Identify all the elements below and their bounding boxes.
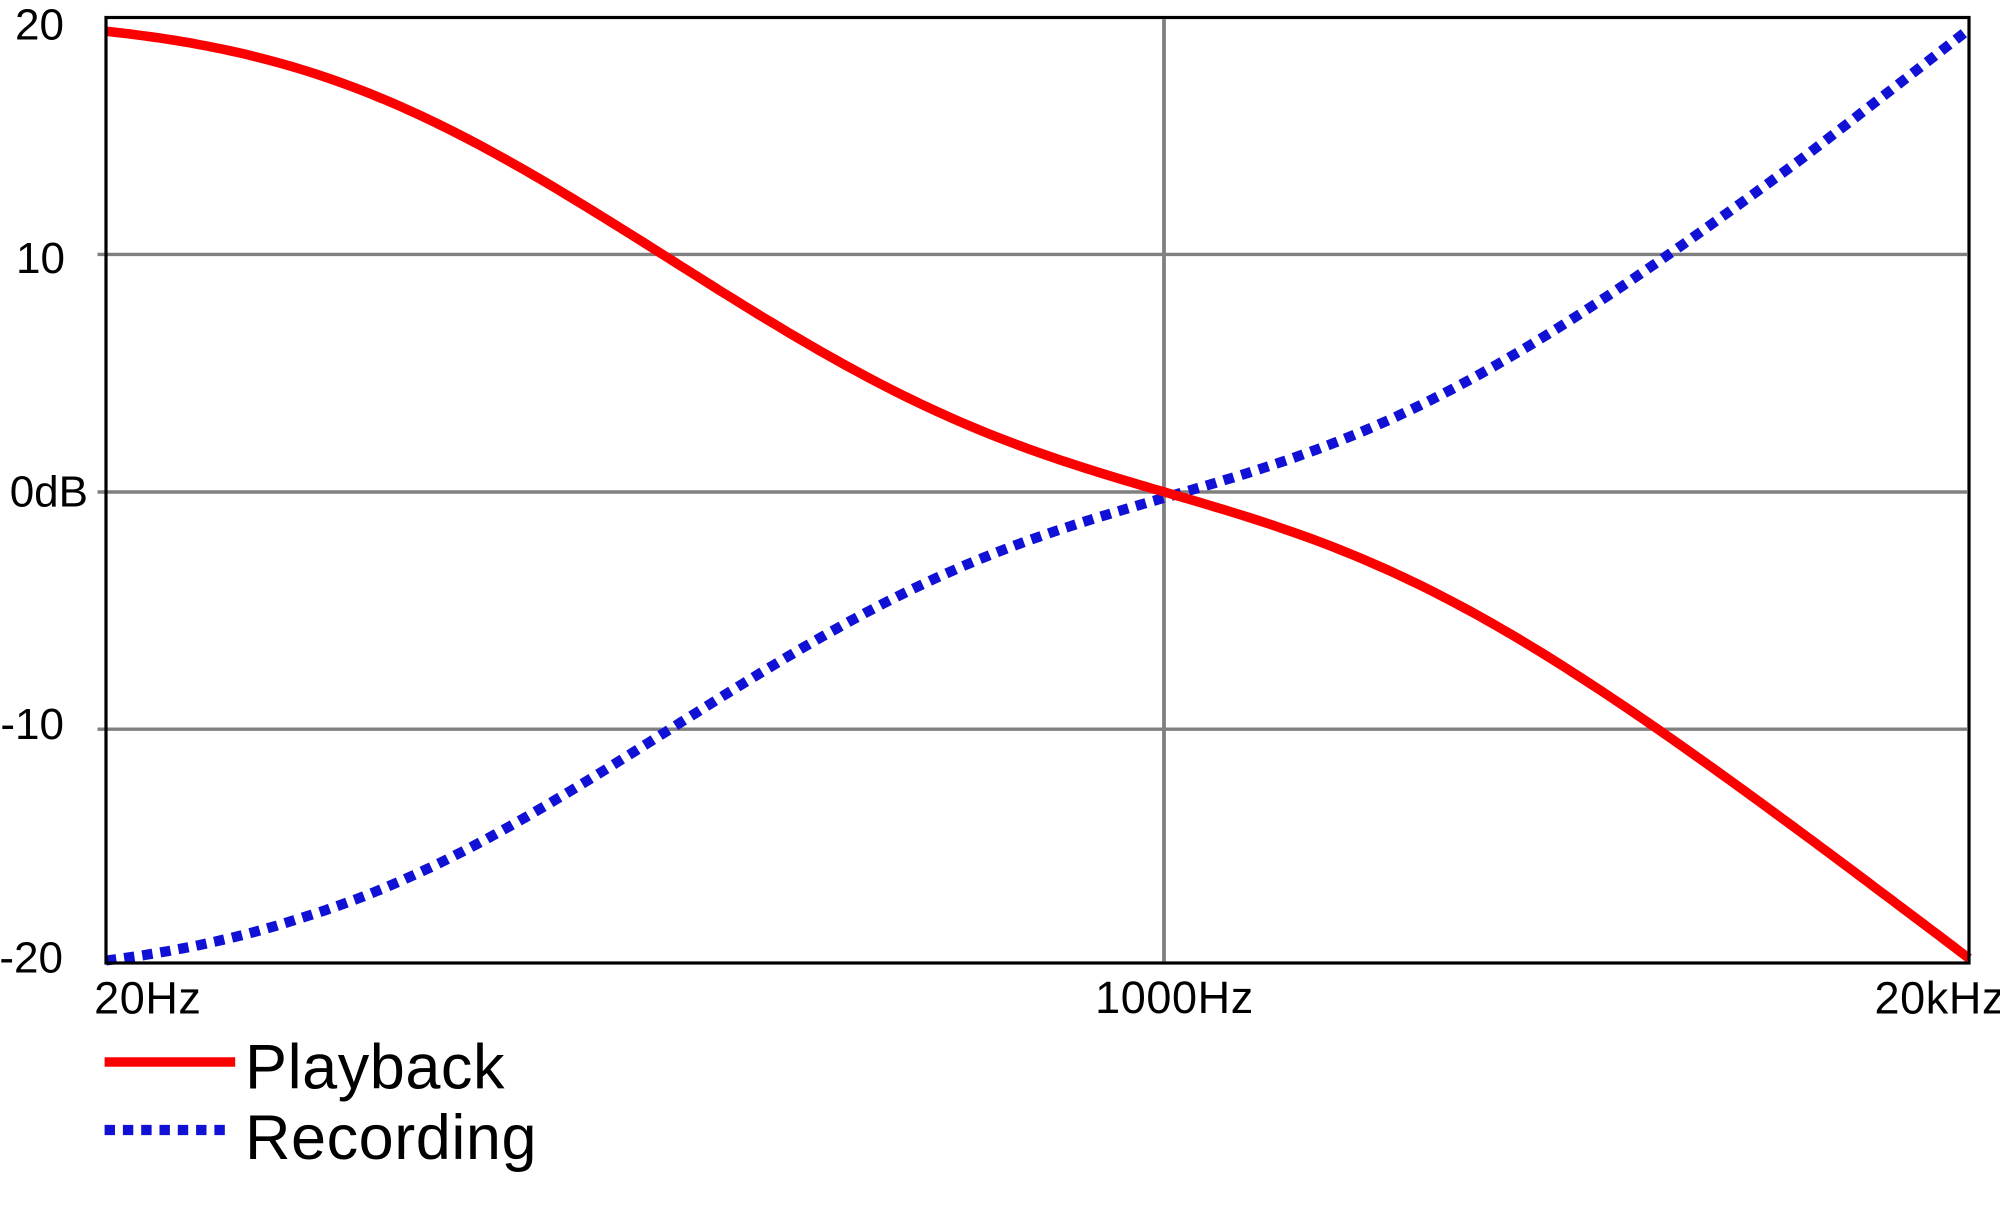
svg-text:-10: -10 [0, 700, 64, 749]
svg-text:1000Hz: 1000Hz [1095, 972, 1254, 1023]
svg-text:10: 10 [16, 234, 65, 283]
svg-text:20kHz: 20kHz [1875, 972, 2000, 1023]
svg-text:Playback: Playback [245, 1033, 505, 1103]
svg-text:-20: -20 [0, 934, 63, 983]
svg-text:20Hz: 20Hz [94, 973, 201, 1024]
svg-text:Recording: Recording [245, 1103, 537, 1173]
svg-text:20: 20 [15, 1, 64, 50]
svg-text:0dB: 0dB [10, 468, 88, 517]
